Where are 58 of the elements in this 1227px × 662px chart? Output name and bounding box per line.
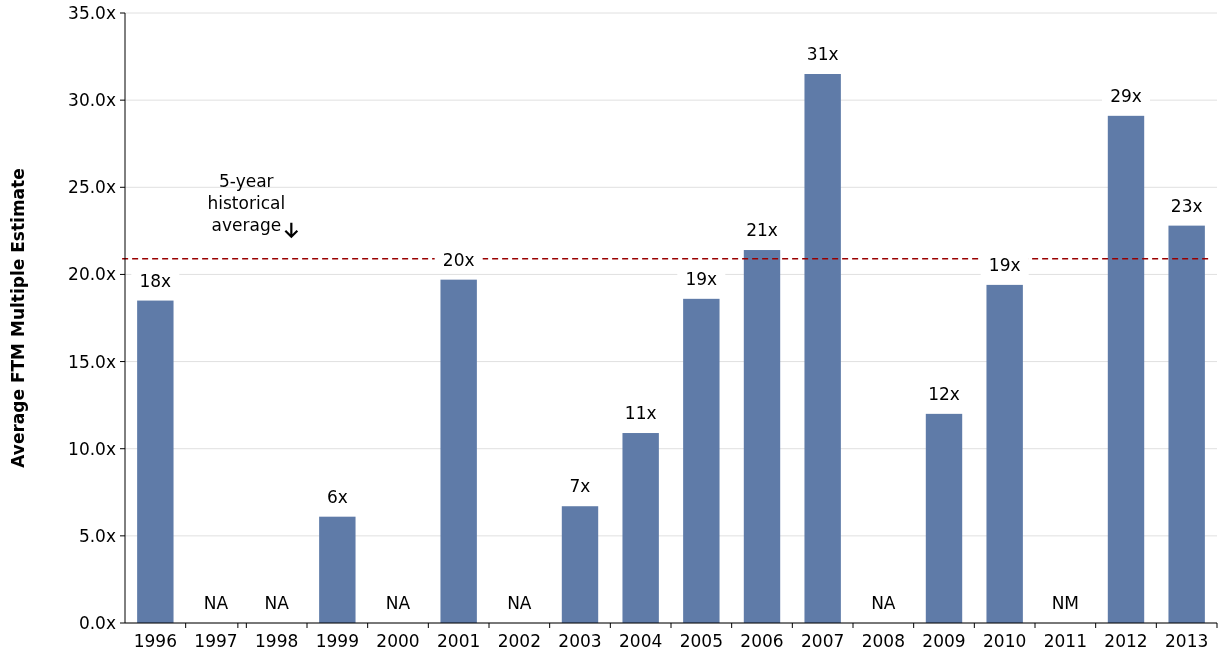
- text: NA: [264, 593, 289, 613]
- y-tick-label: 35.0x: [68, 3, 116, 23]
- x-tick-label: 2012: [1104, 631, 1148, 651]
- x-tick-label: 2001: [437, 631, 481, 651]
- data-label: 6x: [326, 486, 348, 507]
- data-label: 19x: [685, 268, 718, 289]
- data-label: 7x: [569, 476, 591, 497]
- bar: [440, 279, 477, 623]
- bar: [319, 516, 356, 623]
- ref-line-label: 5-year historical average: [207, 170, 286, 235]
- y-axis-title: Average FTM Multiple Estimate: [8, 168, 28, 468]
- bar: [743, 250, 781, 623]
- bar: [137, 300, 174, 623]
- y-tick-label: 15.0x: [68, 351, 116, 372]
- bar: [1107, 115, 1145, 623]
- y-tick-label: 5.0x: [78, 525, 116, 546]
- data-label: 21x: [746, 220, 778, 241]
- x-tick-label: 2003: [558, 631, 602, 651]
- data-label: 18x: [139, 270, 172, 291]
- x-tick-label: 1998: [255, 631, 299, 651]
- data-label: 31x: [806, 44, 839, 64]
- x-tick-label: 2006: [740, 631, 784, 651]
- bar: [925, 413, 963, 623]
- bar: [986, 284, 1023, 623]
- bar: [804, 74, 841, 623]
- data-label: 19x: [988, 254, 1021, 275]
- bar: [622, 433, 659, 623]
- y-tick-label: 30.0x: [68, 90, 116, 111]
- text: NA: [385, 593, 411, 613]
- x-tick-label: 2000: [376, 631, 420, 651]
- x-tick-label: 1999: [315, 631, 359, 651]
- x-tick-label: 2004: [619, 631, 663, 651]
- x-tick-label: 2005: [679, 631, 723, 651]
- data-label: 11x: [624, 403, 657, 424]
- bar: [683, 298, 720, 623]
- bar: [561, 506, 599, 623]
- data-label: 12x: [928, 383, 960, 404]
- x-tick-label: 2011: [1043, 631, 1087, 651]
- y-tick-label: 20.0x: [68, 264, 116, 285]
- text: NA: [871, 593, 896, 613]
- text: NM: [1051, 593, 1080, 613]
- y-tick-label: 0.0x: [78, 613, 116, 633]
- y-tick-label: 10.0x: [68, 438, 116, 459]
- x-tick-label: 1997: [194, 631, 238, 651]
- data-label: 23x: [1170, 195, 1203, 216]
- x-tick-label: 2002: [497, 631, 541, 651]
- y-tick-label: 25.0x: [68, 177, 116, 198]
- x-tick-label: 2009: [922, 631, 966, 651]
- x-tick-label: 1996: [133, 631, 177, 651]
- text: NA: [507, 593, 532, 613]
- x-tick-label: 2013: [1165, 631, 1209, 651]
- x-tick-label: 2008: [861, 631, 905, 651]
- data-label: 20x: [442, 249, 475, 270]
- bar: [1168, 225, 1205, 623]
- text: NA: [203, 593, 229, 613]
- x-tick-label: 2007: [801, 631, 845, 651]
- x-tick-label: 2010: [983, 631, 1027, 651]
- data-label: 29x: [1110, 85, 1142, 106]
